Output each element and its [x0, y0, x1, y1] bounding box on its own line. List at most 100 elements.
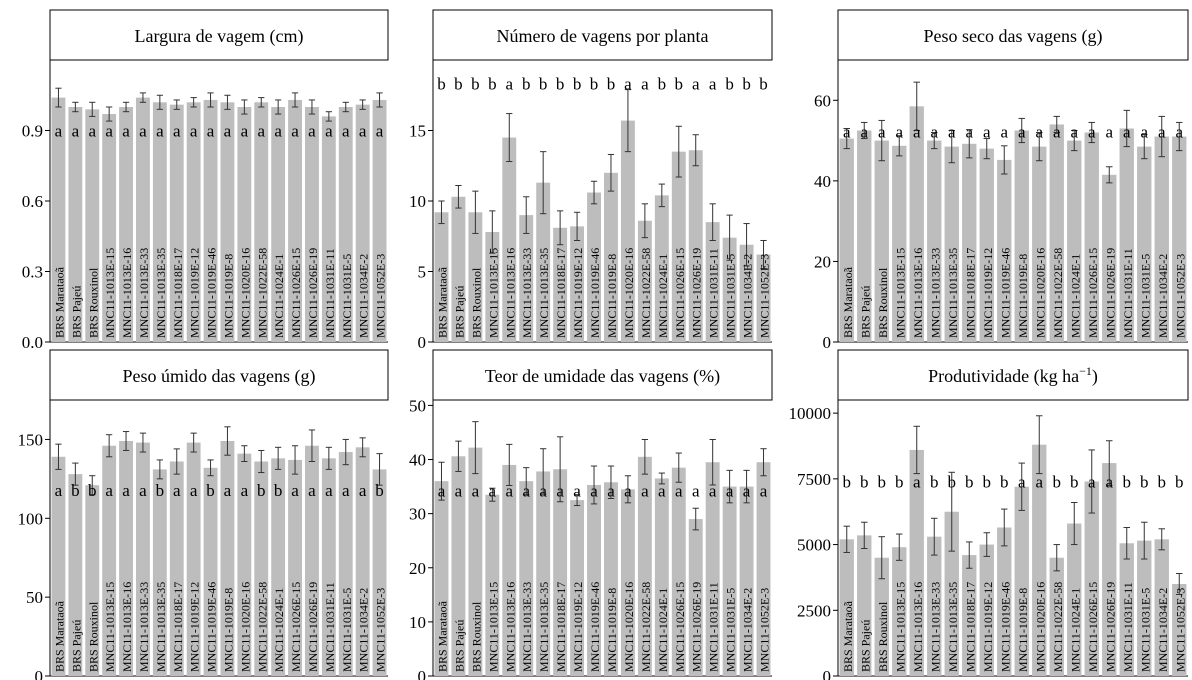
significance-letter: a — [139, 481, 147, 500]
panel-title: Largura de vagem (cm) — [134, 26, 303, 47]
category-label: MNC11-1026E-19 — [690, 248, 704, 338]
bar — [1119, 128, 1134, 342]
panel-title-box — [837, 9, 1189, 61]
significance-letter: a — [376, 122, 384, 141]
significance-letter: a — [913, 472, 921, 491]
significance-letter: b — [759, 75, 768, 94]
significance-letter: a — [539, 481, 547, 500]
chart-panel: Largura de vagem (cm) 0.0 0.3 0.6 0.9 a BRS Ma… — [22, 9, 389, 352]
y-tick-label: 50 — [26, 588, 43, 607]
significance-letter: a — [590, 481, 598, 500]
significance-letter: b — [454, 75, 463, 94]
category-label: MNC11-1026E-15 — [673, 582, 687, 672]
significance-letter: a — [156, 122, 164, 141]
category-label: MNC11-1052E-3 — [374, 254, 388, 338]
significance-letter: a — [895, 123, 903, 142]
significance-letter: a — [1175, 123, 1183, 142]
significance-letter: a — [506, 75, 514, 94]
bar — [909, 106, 924, 342]
category-label: MNC11-1031E-11 — [1121, 582, 1135, 672]
category-label: BRS Rouxinol — [86, 601, 100, 672]
significance-letter: b — [930, 472, 939, 491]
significance-letter: a — [726, 481, 734, 500]
category-label: MNC11-1031E-5 — [340, 588, 354, 672]
significance-letter: b — [573, 75, 582, 94]
bar — [152, 469, 167, 676]
significance-letter: b — [471, 75, 480, 94]
panel-title-box — [837, 349, 1189, 401]
significance-letter: a — [241, 481, 249, 500]
bar — [722, 486, 737, 676]
bar — [604, 172, 618, 342]
significance-letter: b — [607, 75, 616, 94]
category-label: MNC11-1019E-12 — [981, 582, 995, 672]
bar — [102, 445, 117, 676]
bar — [68, 107, 83, 342]
bar — [637, 456, 652, 676]
category-label: MNC11-1031E-11 — [707, 582, 721, 672]
significance-letter: b — [1158, 472, 1167, 491]
significance-letter: a — [359, 122, 367, 141]
significance-letter: a — [173, 481, 181, 500]
bar — [186, 442, 201, 676]
bar — [85, 485, 100, 676]
category-label: MNC11-1013E-33 — [137, 582, 151, 672]
significance-letter: a — [122, 122, 130, 141]
category-label: MNC11-1024E-1 — [656, 588, 670, 672]
bar — [688, 519, 703, 676]
category-label: MNC11-1019E-12 — [571, 582, 585, 672]
bar — [434, 481, 449, 676]
y-tick-label: 60 — [814, 91, 831, 110]
significance-letter: b — [965, 472, 974, 491]
significance-letter: b — [1000, 472, 1009, 491]
significance-letter: a — [913, 123, 921, 142]
category-label: MNC11-1013E-16 — [911, 248, 925, 338]
significance-letter: a — [1158, 123, 1166, 142]
significance-letter: a — [472, 481, 480, 500]
significance-letter: b — [590, 75, 599, 94]
significance-letter: a — [1070, 123, 1078, 142]
bar — [654, 195, 669, 342]
category-label: MNC11-1052E-3 — [758, 588, 772, 672]
category-label: BRS Marataoã — [841, 600, 855, 672]
y-tick-label: 0.0 — [22, 333, 43, 352]
significance-letter: a — [190, 122, 198, 141]
significance-letter: a — [1088, 123, 1096, 142]
bar — [1119, 543, 1134, 676]
significance-letter: a — [1140, 123, 1148, 142]
category-label: MNC11-1024E-1 — [656, 254, 670, 338]
bar — [186, 102, 201, 342]
bar — [756, 462, 771, 676]
bar — [152, 102, 167, 342]
bar — [1102, 174, 1117, 342]
category-label: MNC11-1024E-1 — [1068, 588, 1082, 672]
category-label: MNC11-1020E-16 — [238, 582, 252, 672]
bar — [288, 459, 302, 676]
bar — [136, 97, 150, 342]
significance-letter: b — [488, 75, 497, 94]
significance-letter: a — [308, 481, 316, 500]
significance-letter: a — [573, 481, 581, 500]
bar — [1154, 136, 1169, 342]
category-label: MNC11-1034E-2 — [741, 254, 755, 338]
bar — [587, 484, 601, 676]
significance-letter: b — [257, 481, 266, 500]
category-label: MNC11-1019E-46 — [205, 582, 219, 672]
bar — [654, 478, 669, 676]
category-label: MNC11-1013E-35 — [537, 582, 551, 672]
bar — [688, 150, 703, 342]
significance-letter: a — [55, 122, 63, 141]
y-tick-label: 0 — [823, 667, 832, 680]
category-label: MNC11-1026E-19 — [306, 582, 320, 672]
significance-letter: a — [709, 75, 717, 94]
bar — [119, 107, 133, 342]
significance-letter: b — [437, 75, 446, 94]
category-label: MNC11-1026E-15 — [1086, 582, 1100, 672]
significance-letter: a — [1000, 123, 1008, 142]
bar — [451, 456, 466, 676]
significance-letter: a — [105, 122, 113, 141]
category-label: MNC11-1019E-8 — [605, 254, 619, 338]
significance-letter: a — [207, 122, 215, 141]
category-label: BRS Marataoã — [52, 600, 66, 672]
y-tick-label: 5 — [418, 263, 427, 282]
